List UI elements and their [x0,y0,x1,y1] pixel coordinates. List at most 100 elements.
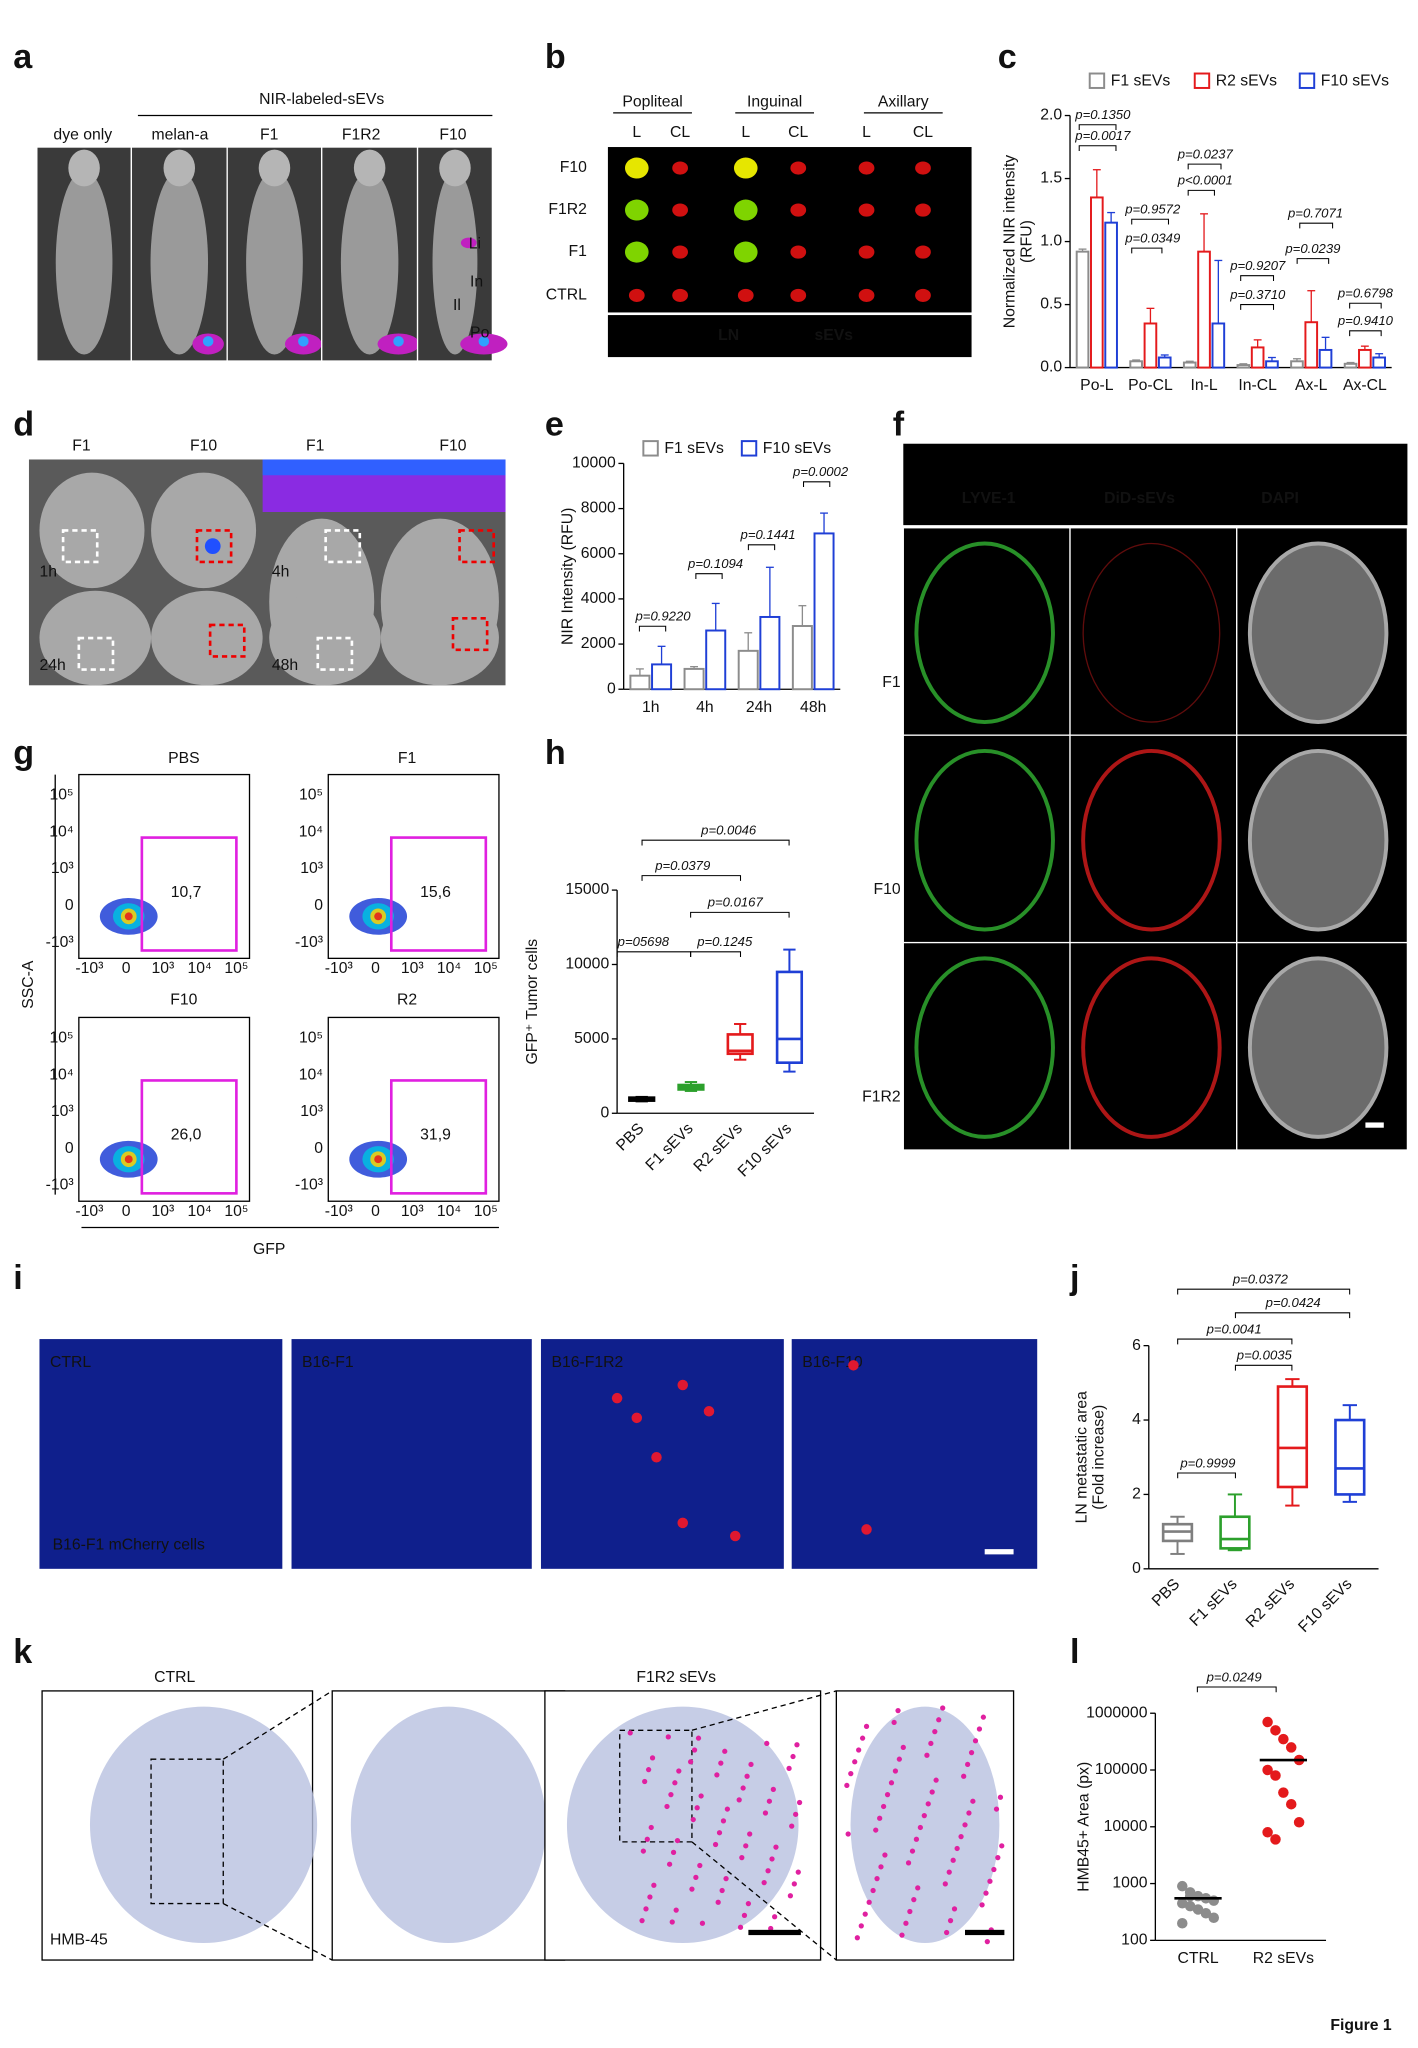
image-shape [77,636,115,671]
image-shape [861,1524,872,1535]
image-shape [246,170,303,355]
y-axis-label: (Fold increase) [1091,1405,1108,1510]
p-value: p=0.9999 [1179,1455,1236,1470]
bracket [1234,1364,1293,1371]
point [1285,1742,1297,1753]
x-tick-label: In-CL [1238,377,1277,394]
image-shape [793,1811,799,1817]
image-shape [790,161,807,175]
image-shape [68,149,100,187]
tick-label: 10⁴ [187,1203,211,1220]
x-tick-label: Ax-CL [1343,377,1387,394]
image-shape [789,1823,795,1829]
side-label: L [741,124,750,141]
image-shape [736,1797,742,1803]
image-shape [316,636,354,671]
image-shape [150,170,209,355]
image-shape [769,1856,775,1862]
image-shape [966,1810,972,1816]
panel-letter: c [998,38,1017,76]
image-shape [733,157,758,179]
image-shape [933,1777,939,1783]
image-shape [790,203,807,217]
row-label: F1 [882,674,900,691]
point [1184,1900,1196,1912]
image-shape [689,1886,695,1892]
x-tick-label: 1h [642,699,660,716]
point [1177,1880,1188,1892]
image-shape [895,1707,901,1714]
image-shape [258,149,291,187]
legend-label: F1 sEVs [664,440,724,457]
image-shape [737,1924,744,1930]
image-shape [903,443,1408,526]
column-label: F1 [260,126,278,143]
organ-label: Il [453,297,461,314]
image-shape [852,1759,858,1765]
image-shape [917,1824,923,1831]
image-shape [773,1844,779,1850]
image-shape [208,623,246,658]
channel-label: LYVE-1 [962,490,1016,507]
point [1270,1834,1281,1845]
image-shape [670,1849,677,1856]
bracket [1240,275,1275,281]
gate-value: 31,9 [420,1127,451,1144]
tick-label: 0 [122,1203,131,1220]
panel-letter: i [13,1259,22,1297]
panel-letter: j [1069,1259,1079,1297]
y-tick-label: 6 [1132,1337,1141,1354]
legend-label: R2 sEVs [1216,73,1277,90]
image-shape [89,1706,318,1943]
image-shape [744,1773,750,1779]
image-shape [624,157,649,179]
time-label: 24h [39,657,65,674]
image-shape [940,1705,946,1711]
image-shape [672,245,688,259]
tick-label: -10³ [46,1177,74,1194]
image-shape [896,1756,902,1762]
image-shape [913,1836,920,1842]
tick-label: 10⁵ [50,1030,74,1047]
image-shape [765,1868,771,1874]
p-value: p=0.0349 [1124,230,1181,245]
image-shape [78,1016,251,1202]
tick-label: 10⁵ [474,1203,498,1220]
side-label: CL [670,124,690,141]
side-label: L [862,124,871,141]
image-shape [350,1706,547,1943]
tick-label: 10⁵ [50,787,74,804]
time-label: 1h [39,564,57,581]
column-label: F10 [439,438,466,455]
y-tick-label: 100000 [1095,1761,1148,1778]
panel-title: CTRL [154,1669,195,1686]
image-shape [848,1770,854,1777]
row-label: F10 [560,159,587,176]
panel-letter: l [1070,1633,1079,1671]
x-tick-label: 4h [696,699,714,716]
point [1278,1787,1289,1798]
row-label: F1 [569,243,587,260]
image-shape [790,1753,796,1760]
x-tick-label: Po-CL [1128,377,1173,394]
image-shape [902,734,1071,944]
image-shape [639,1918,645,1924]
image-shape [291,1339,532,1569]
column-label: melan-a [151,126,208,143]
image-shape [946,1869,952,1875]
image-shape [762,1810,769,1816]
y-axis-label: HMB45+ Area (px) [1076,1762,1093,1892]
time-label: 4h [272,564,290,581]
box [775,970,804,1064]
image-shape [669,1919,675,1925]
image-shape [999,1843,1005,1849]
bar [737,649,759,691]
y-tick-label: 4 [1132,1411,1141,1428]
image-shape [915,161,931,175]
image-shape [327,773,500,960]
image-shape [929,1789,935,1795]
p-value: p=0.0372 [1232,1271,1289,1286]
image-shape [958,1834,964,1840]
y-tick-label: 100 [1121,1932,1148,1949]
p-value: p=0.0002 [792,464,849,479]
